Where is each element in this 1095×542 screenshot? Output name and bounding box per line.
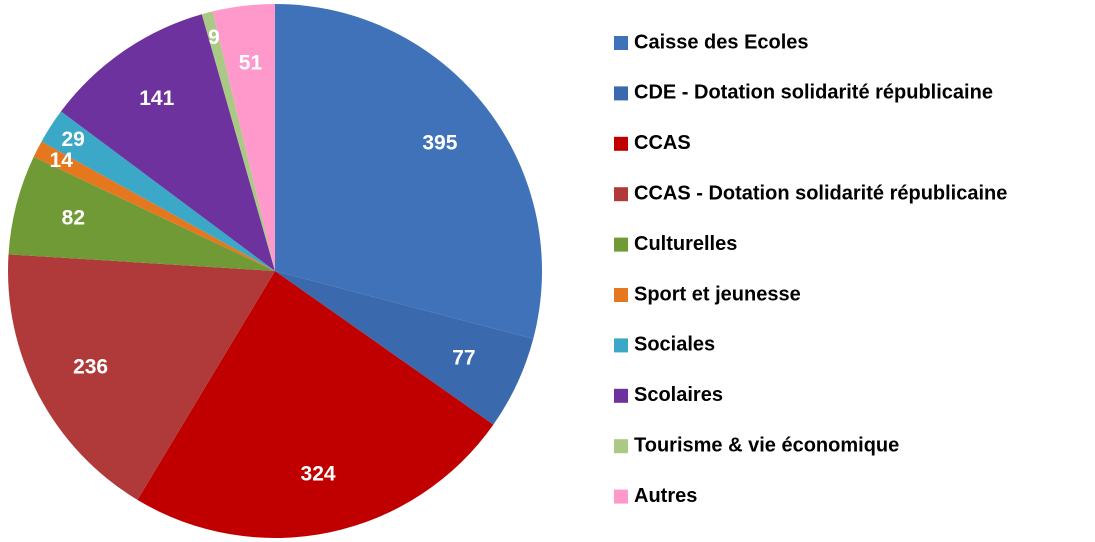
pie-slice — [41, 111, 276, 271]
legend-label: Culturelles — [634, 233, 737, 255]
data-label: 77 — [452, 346, 475, 369]
legend-label: Scolaires — [634, 384, 723, 406]
data-label: 395 — [422, 131, 457, 154]
legend-swatch — [614, 36, 628, 50]
pie-slice — [212, 4, 275, 271]
legend-swatch — [614, 86, 628, 101]
legend-swatch — [614, 288, 628, 302]
legend-swatch — [614, 439, 628, 454]
data-label: 82 — [62, 207, 85, 230]
pie-slice — [275, 4, 543, 339]
legend-swatch — [614, 136, 628, 151]
legend-label: Caisse des Ecoles — [634, 31, 809, 53]
legend-label: CDE - Dotation solidarité républicaine — [634, 82, 993, 104]
legend-swatch — [614, 237, 628, 252]
legend-label: Sociales — [634, 334, 715, 356]
data-label: 14 — [50, 149, 74, 172]
pie-slice — [275, 271, 534, 425]
legend-swatch — [614, 338, 628, 353]
legend-swatch — [614, 388, 628, 403]
data-label: 9 — [208, 26, 220, 49]
legend-label: CCAS — [634, 132, 691, 154]
legend-label: Autres — [634, 485, 697, 507]
legend-label: CCAS - Dotation solidarité républicaine — [634, 182, 1007, 204]
legend-swatch — [614, 489, 628, 504]
data-label: 51 — [239, 52, 263, 75]
data-label: 141 — [139, 87, 174, 110]
pie-slice — [137, 271, 494, 538]
data-label: 29 — [61, 128, 84, 151]
data-label: 236 — [73, 355, 108, 378]
legend-swatch — [614, 187, 628, 202]
pie-slice — [8, 156, 275, 271]
data-label: 324 — [301, 462, 336, 485]
pie-slice — [33, 141, 275, 271]
pie-slice — [8, 254, 276, 500]
pie-slice — [201, 11, 275, 272]
legend-label: Tourisme & vie économique — [634, 434, 899, 456]
pie-slice — [60, 14, 275, 271]
legend-label: Sport et jeunesse — [634, 283, 801, 305]
